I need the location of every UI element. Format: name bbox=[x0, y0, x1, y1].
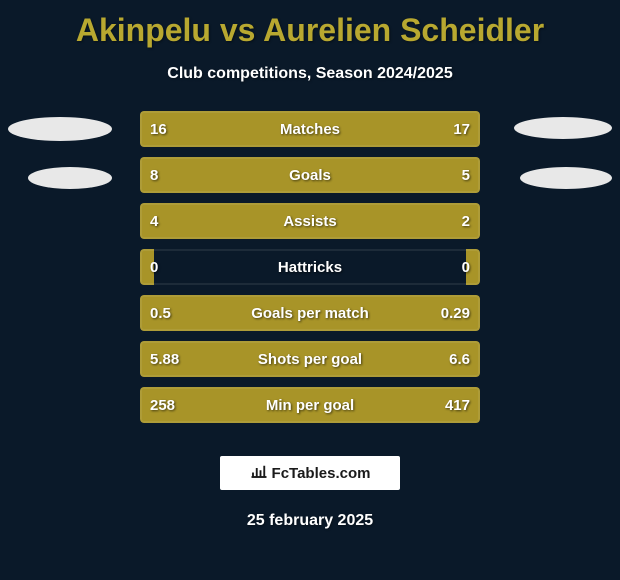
stat-rows: 1617Matches 85Goals 42Assists 00Hattricks 0.… bbox=[140, 111, 480, 433]
comparison-title: Akinpelu vs Aurelien Scheidler bbox=[0, 0, 620, 49]
player2-badge-placeholder-2 bbox=[520, 167, 612, 189]
stat-row: 5.886.6Shots per goal bbox=[140, 341, 480, 377]
stat-row: 00Hattricks bbox=[140, 249, 480, 285]
stat-bar-left bbox=[140, 387, 269, 423]
comparison-date: 25 february 2025 bbox=[0, 512, 620, 530]
stat-bar-left bbox=[140, 157, 351, 193]
branding-badge: FcTables.com bbox=[220, 456, 400, 490]
stat-bar-left bbox=[140, 203, 368, 239]
stat-bar-left bbox=[140, 295, 354, 331]
stat-label: Hattricks bbox=[140, 249, 480, 285]
stat-row: 85Goals bbox=[140, 157, 480, 193]
comparison-subtitle: Club competitions, Season 2024/2025 bbox=[0, 65, 620, 83]
stat-bar-right bbox=[368, 203, 480, 239]
stat-row: 0.50.29Goals per match bbox=[140, 295, 480, 331]
stat-bar-right bbox=[269, 387, 480, 423]
player2-badge-placeholder-1 bbox=[514, 117, 612, 139]
stat-row: 258417Min per goal bbox=[140, 387, 480, 423]
branding-text: FcTables.com bbox=[272, 465, 371, 482]
stat-bar-right bbox=[466, 249, 480, 285]
player1-badge-placeholder-2 bbox=[28, 167, 112, 189]
stat-bar-right bbox=[300, 341, 480, 377]
stat-bar-right bbox=[354, 295, 480, 331]
stat-bar-left bbox=[140, 249, 154, 285]
stat-bar-left bbox=[140, 111, 303, 147]
stat-bar-left bbox=[140, 341, 300, 377]
comparison-chart: 1617Matches 85Goals 42Assists 00Hattricks 0.… bbox=[0, 111, 620, 431]
stat-row: 1617Matches bbox=[140, 111, 480, 147]
stat-row: 42Assists bbox=[140, 203, 480, 239]
bar-chart-icon bbox=[250, 462, 268, 484]
stat-bar-right bbox=[303, 111, 480, 147]
stat-bar-right bbox=[351, 157, 480, 193]
player1-badge-placeholder-1 bbox=[8, 117, 112, 141]
